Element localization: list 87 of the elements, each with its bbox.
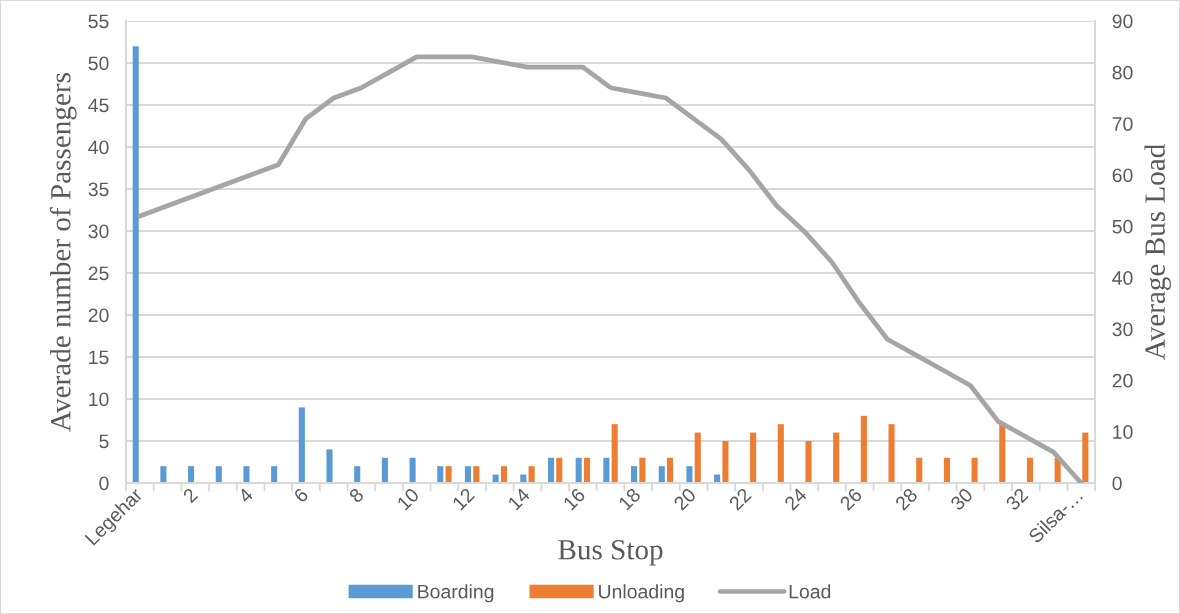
bar [1082,432,1089,483]
x-tick-label: 10 [396,487,420,511]
bar [686,466,693,483]
y-tick-label: 50 [88,56,109,71]
bar [943,457,950,483]
y-tick-label: 55 [88,14,109,29]
x-axis-title: Bus Stop [558,539,663,566]
legend-label: Unloading [599,584,684,603]
bar [464,466,471,483]
y2-tick-label: 70 [1112,117,1133,131]
x-tick-label: 14 [507,487,531,511]
bar [639,457,646,483]
x-tick-label: 26 [839,487,863,511]
y-axis-title: Averade number of Passengers [49,73,77,432]
x-tick-label: 20 [672,487,697,511]
bar [631,466,638,483]
x-tick-label: 8 [348,487,365,504]
y-tick-label: 20 [88,308,109,323]
bar [556,457,563,483]
bar [916,457,923,483]
bar [215,466,222,483]
bar [1026,457,1034,483]
bar [694,432,701,483]
bar [667,457,674,483]
y-tick-label: 35 [88,182,109,197]
y2-tick-label: 40 [1112,271,1133,285]
bar [271,466,278,483]
bar [777,424,784,483]
bar [409,457,416,483]
bar [132,46,139,483]
x-tick-label: 12 [451,487,475,511]
bar [750,432,757,483]
y2-tick-label: 60 [1112,168,1133,183]
bar [583,457,591,483]
bar [381,457,388,483]
x-tick-label: 22 [728,487,752,511]
y-tick-label: 30 [88,224,109,239]
bar [888,424,895,483]
y-tick-label: 15 [89,350,109,365]
x-tick-label: 32 [1005,487,1029,512]
y2-axis-title: Average Bus Load [1144,144,1171,360]
bar [437,466,444,483]
line-series [137,54,1084,483]
bar [298,407,305,483]
legend-label: Load [789,584,831,599]
y2-tick-label: 80 [1112,65,1133,80]
y-tick-label: 40 [88,140,109,155]
y2-tick-label: 0 [1112,476,1122,491]
bar [528,466,535,483]
x-tick-label: 24 [783,487,808,511]
y2-tick-label: 20 [1112,373,1133,388]
y-tick-label: 5 [99,434,109,449]
y-tick-label: 0 [99,476,109,491]
bar [445,466,452,483]
bar [658,466,665,483]
x-tick-label: 6 [292,487,310,504]
bar [860,415,867,483]
bar [354,466,361,483]
x-tick-label: 4 [237,487,254,504]
y2-tick-label: 50 [1112,219,1133,234]
y2-tick-label: 10 [1113,425,1133,439]
x-tick-label: 16 [562,487,586,511]
bar [160,466,167,483]
x-tick-label: 28 [894,487,919,511]
legend-label: Boarding [418,584,494,603]
y2-tick-label: 30 [1112,322,1133,337]
bar [603,457,610,483]
y-tick-label: 45 [88,98,109,113]
bar [243,466,250,483]
bar [575,457,582,483]
bar [547,457,555,483]
bar [805,440,812,483]
y2-tick-label: 90 [1112,14,1133,29]
x-tick-label: 2 [182,487,199,504]
x-tick-label: 18 [617,487,642,511]
bar [500,466,507,483]
y-tick-label: 25 [88,266,109,281]
bar [833,432,840,483]
bar [326,449,333,483]
bar [999,424,1006,483]
x-tick-label: 30 [949,487,974,512]
bar [971,457,978,483]
y-tick-label: 10 [89,392,109,407]
bar [722,440,729,483]
bar [611,424,618,483]
bar [473,466,480,483]
bar [188,466,195,483]
